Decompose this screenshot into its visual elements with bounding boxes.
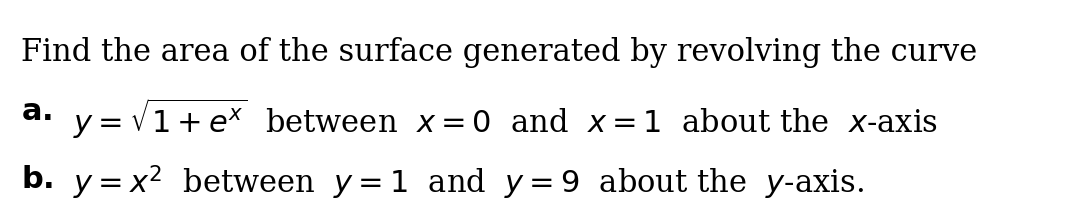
- Text: $\mathbf{b.}$: $\mathbf{b.}$: [21, 164, 53, 195]
- Text: $y = x^{2}$  between  $y = 1$  and  $y = 9$  about the  $y$-axis.: $y = x^{2}$ between $y = 1$ and $y = 9$ …: [73, 164, 864, 202]
- Text: $\mathbf{a.}$: $\mathbf{a.}$: [21, 96, 51, 127]
- Text: Find the area of the surface generated by revolving the curve: Find the area of the surface generated b…: [21, 37, 977, 68]
- Text: $y = \sqrt{1 + e^{x}}$  between  $x = 0$  and  $x = 1$  about the  $x$-axis: $y = \sqrt{1 + e^{x}}$ between $x = 0$ a…: [73, 96, 938, 141]
